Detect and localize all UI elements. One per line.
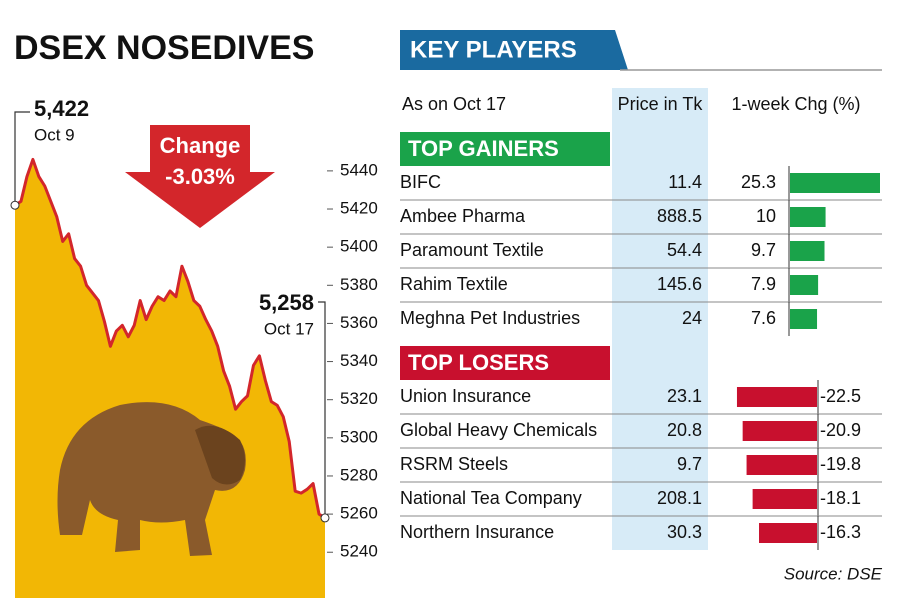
bear-head (195, 425, 245, 485)
bar (790, 207, 826, 227)
price: 9.7 (677, 454, 702, 474)
bear (57, 402, 246, 556)
y-tick-label: 5240 (340, 542, 378, 561)
y-tick-label: 5400 (340, 237, 378, 256)
annotation-date: Oct 17 (264, 319, 314, 338)
change-callout: Change -3.03% (125, 125, 275, 228)
line (14, 157, 326, 520)
price: 208.1 (657, 488, 702, 508)
annotation-point (320, 513, 330, 523)
change: -19.8 (820, 454, 861, 474)
y-tick-label: 5340 (340, 351, 378, 370)
y-tick-label: 5360 (340, 313, 378, 332)
price: 24 (682, 308, 702, 328)
annotation-leader (14, 111, 30, 206)
bar (736, 387, 817, 407)
y-tick-label: 5320 (340, 389, 378, 408)
price: 145.6 (657, 274, 702, 294)
table-title: KEY PLAYERS (410, 36, 577, 63)
y-tick-label: 5260 (340, 504, 378, 523)
source: Source: DSE (784, 564, 883, 583)
company: Paramount Textile (400, 240, 544, 260)
group-label-bar (400, 346, 610, 380)
bar (790, 309, 818, 329)
bear-body (57, 402, 246, 556)
bar (790, 173, 880, 193)
price: 11.4 (668, 172, 702, 192)
column-header: 1-week Chg (%) (731, 94, 860, 114)
annotation-value: 5,422 (34, 96, 89, 121)
callout-arrow (125, 125, 275, 228)
table: As on Oct 17 Price in Tk 1-week Chg (%) TOP… (400, 94, 882, 550)
change: -16.3 (820, 522, 861, 542)
chart-title: DSEX NOSEDIVES (14, 29, 314, 67)
bar (746, 455, 817, 475)
bar (742, 421, 817, 441)
change: 10 (756, 206, 776, 226)
annotation-date: Oct 9 (34, 125, 75, 144)
bar (752, 489, 817, 509)
y-tick-label: 5300 (340, 427, 378, 446)
column-header: Price in Tk (618, 94, 704, 114)
group-label-bar (400, 132, 610, 166)
annotation-value: 5,258 (259, 290, 314, 315)
company: Rahim Textile (400, 274, 508, 294)
group-label: TOP LOSERS (408, 350, 549, 375)
bar (759, 523, 817, 543)
annotation-point (10, 200, 20, 210)
change: 7.6 (751, 308, 776, 328)
company: Meghna Pet Industries (400, 308, 580, 328)
bar (790, 275, 819, 295)
y-tick-label: 5440 (340, 160, 378, 179)
key-players-header: KEY PLAYERS (400, 30, 882, 71)
price: 54.4 (667, 240, 702, 260)
y-tick-label: 5380 (340, 275, 378, 294)
price: 20.8 (667, 420, 702, 440)
group-label: TOP GAINERS (408, 136, 559, 161)
y-tick-label: 5280 (340, 465, 378, 484)
price: 30.3 (667, 522, 702, 542)
header-bar (400, 30, 628, 70)
price: 888.5 (657, 206, 702, 226)
annotation-leader (318, 301, 326, 518)
callout-title: Change (160, 133, 241, 158)
callout-value: -3.03% (165, 164, 235, 189)
company: BIFC (400, 172, 441, 192)
company: National Tea Company (400, 488, 582, 508)
company: Ambee Pharma (400, 206, 526, 226)
company: Global Heavy Chemicals (400, 420, 597, 440)
price-column-band (612, 88, 708, 550)
change: 9.7 (751, 240, 776, 260)
price: 23.1 (667, 386, 702, 406)
bar (790, 241, 825, 261)
change: 7.9 (751, 274, 776, 294)
y-tick-label: 5420 (340, 199, 378, 218)
company: Union Insurance (400, 386, 531, 406)
change: 25.3 (741, 172, 776, 192)
change: -20.9 (820, 420, 861, 440)
column-header: As on Oct 17 (402, 94, 506, 114)
company: Northern Insurance (400, 522, 554, 542)
change: -18.1 (820, 488, 861, 508)
company: RSRM Steels (400, 454, 508, 474)
change: -22.5 (820, 386, 861, 406)
